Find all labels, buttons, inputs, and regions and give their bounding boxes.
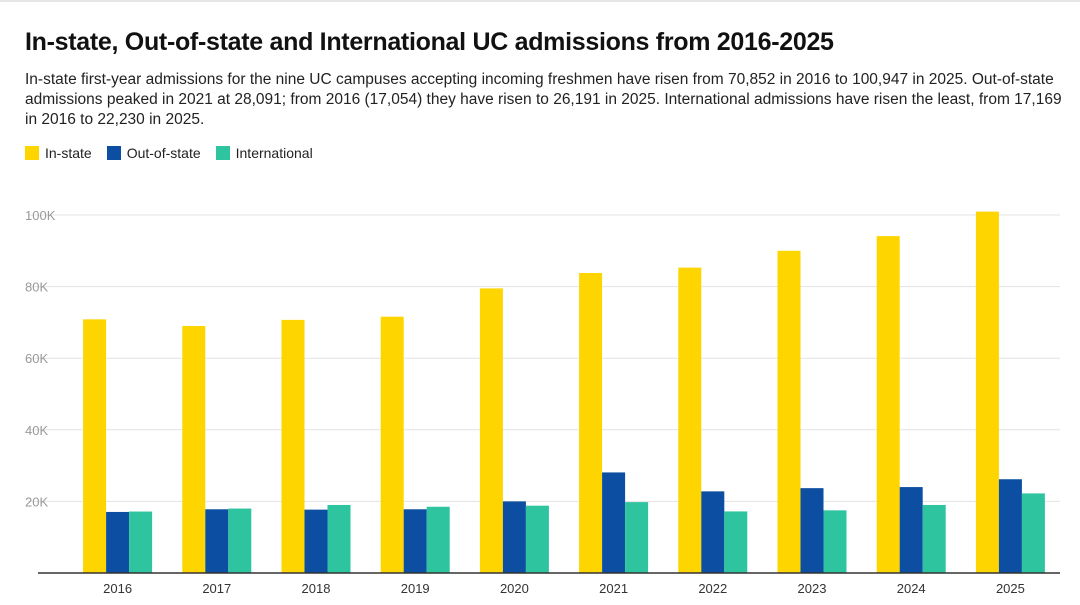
chart-title: In-state, Out-of-state and International… <box>25 28 834 56</box>
legend-label-out-of-state: Out-of-state <box>126 145 201 161</box>
chart-legend: In-state Out-of-state International <box>25 145 328 161</box>
bar-in-state-2018 <box>281 319 305 573</box>
bar-in-state-2017 <box>182 325 206 573</box>
bar-out-of-state-2025 <box>998 479 1022 573</box>
x-tick-label: 2023 <box>798 581 827 596</box>
bar-in-state-2025 <box>975 211 999 573</box>
y-tick-label: 80K <box>25 280 48 295</box>
bar-out-of-state-2024 <box>899 487 923 573</box>
x-tick-label: 2024 <box>897 581 926 596</box>
x-tick-label: 2025 <box>996 581 1025 596</box>
x-tick-label: 2017 <box>202 581 231 596</box>
bar-international-2024 <box>922 504 946 573</box>
bar-international-2017 <box>228 508 252 573</box>
bar-in-state-2021 <box>579 272 603 573</box>
x-tick-label: 2022 <box>698 581 727 596</box>
legend-label-international: International <box>235 145 313 161</box>
legend-item-in-state[interactable]: In-state <box>25 145 92 161</box>
x-tick-label: 2021 <box>599 581 628 596</box>
y-tick-label: 100K <box>25 208 56 223</box>
bar-in-state-2016 <box>83 319 107 573</box>
legend-swatch-international <box>215 146 230 160</box>
bar-out-of-state-2019 <box>403 509 427 573</box>
y-tick-label: 60K <box>25 351 48 366</box>
bar-international-2020 <box>525 505 549 573</box>
bar-out-of-state-2018 <box>304 509 328 573</box>
bar-in-state-2020 <box>479 288 503 573</box>
bar-in-state-2023 <box>777 250 801 574</box>
bar-out-of-state-2021 <box>602 472 626 573</box>
legend-label-in-state: In-state <box>45 145 92 161</box>
bar-international-2023 <box>823 510 847 573</box>
bar-in-state-2022 <box>678 267 702 573</box>
bar-international-2021 <box>625 502 649 573</box>
legend-item-international[interactable]: International <box>215 145 313 161</box>
bar-international-2022 <box>724 511 748 573</box>
chart-subtitle: In-state first-year admissions for the n… <box>25 71 1062 128</box>
bar-out-of-state-2020 <box>502 501 526 573</box>
y-tick-label: 20K <box>25 494 48 509</box>
legend-swatch-out-of-state <box>106 146 121 160</box>
bar-out-of-state-2023 <box>800 488 824 573</box>
bar-international-2018 <box>327 504 351 573</box>
legend-swatch-in-state <box>25 146 39 160</box>
x-tick-label: 2019 <box>401 581 430 596</box>
bar-in-state-2024 <box>876 236 900 573</box>
bar-out-of-state-2017 <box>205 509 229 573</box>
legend-item-out-of-state[interactable]: Out-of-state <box>106 145 201 161</box>
bar-international-2025 <box>1021 493 1045 573</box>
bar-in-state-2019 <box>380 316 404 573</box>
bar-out-of-state-2016 <box>106 511 130 573</box>
bar-international-2019 <box>426 506 450 573</box>
bar-international-2016 <box>129 511 153 573</box>
x-tick-label: 2016 <box>103 581 132 596</box>
bar-out-of-state-2022 <box>701 491 725 573</box>
top-divider <box>0 0 1080 2</box>
x-tick-label: 2020 <box>500 581 529 596</box>
x-tick-label: 2018 <box>302 581 331 596</box>
y-tick-label: 40K <box>25 423 48 438</box>
